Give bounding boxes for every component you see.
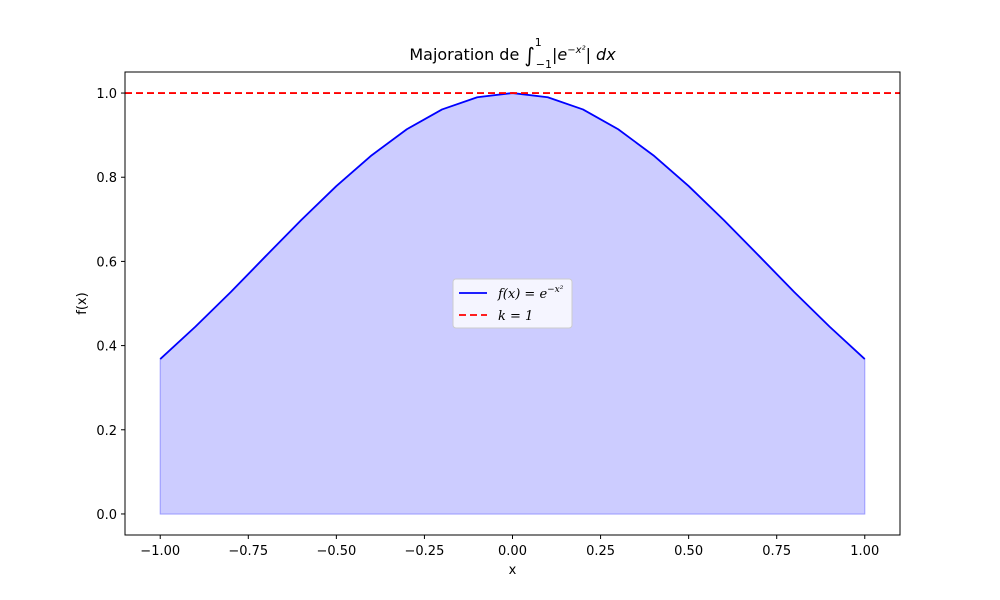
x-tick-label: 0.00: [498, 544, 527, 559]
x-tick-label: 1.00: [850, 544, 879, 559]
chart-title: Majoration de ∫1 −1|e−x²| dx: [409, 36, 616, 71]
x-tick-label: 0.25: [586, 544, 615, 559]
y-axis-label: f(x): [75, 292, 90, 314]
title-lower-limit: −1: [536, 58, 552, 71]
title-text: Majoration de ∫1 −1|e−x²| dx: [409, 36, 616, 71]
title-upper-limit: 1: [535, 36, 542, 49]
legend-label-base: k = 1: [498, 309, 533, 324]
x-tick-label: −0.75: [228, 544, 268, 559]
legend-label-base: f(x) = e: [497, 287, 547, 302]
x-tick-label: −0.50: [316, 544, 356, 559]
x-tick-label: −1.00: [140, 544, 180, 559]
title-integral-sign: ∫: [524, 43, 534, 67]
y-tick-label: 0.6: [96, 255, 117, 270]
x-axis-ticks: −1.00 −0.75 −0.50 −0.25 0.00 0.25 0.50 0.75 1.00: [140, 535, 879, 559]
title-integrand-base: |e: [552, 45, 567, 64]
legend-label: f(x) = e−x²: [497, 285, 564, 302]
title-integrand-tail: | dx: [586, 45, 617, 64]
legend: f(x) = e−x² k = 1: [452, 278, 573, 329]
title-prefix: Majoration de: [409, 45, 524, 64]
x-tick-label: 0.75: [762, 544, 791, 559]
legend-label-exponent: −x²: [547, 285, 564, 295]
y-tick-label: 0.2: [96, 424, 117, 439]
y-tick-label: 0.4: [96, 340, 117, 355]
x-tick-label: 0.50: [674, 544, 703, 559]
y-axis-ticks: 0.0 0.2 0.4 0.6 0.8 1.0: [96, 87, 125, 523]
legend-label: k = 1: [498, 309, 533, 324]
y-tick-label: 1.0: [96, 87, 117, 102]
y-tick-label: 0.8: [96, 171, 117, 186]
x-axis-label: x: [509, 563, 517, 578]
series-lines-layer: [125, 92, 900, 360]
y-tick-label: 0.0: [96, 508, 117, 523]
x-tick-label: −0.25: [405, 544, 445, 559]
title-integrand-exponent: −x²: [567, 45, 585, 56]
